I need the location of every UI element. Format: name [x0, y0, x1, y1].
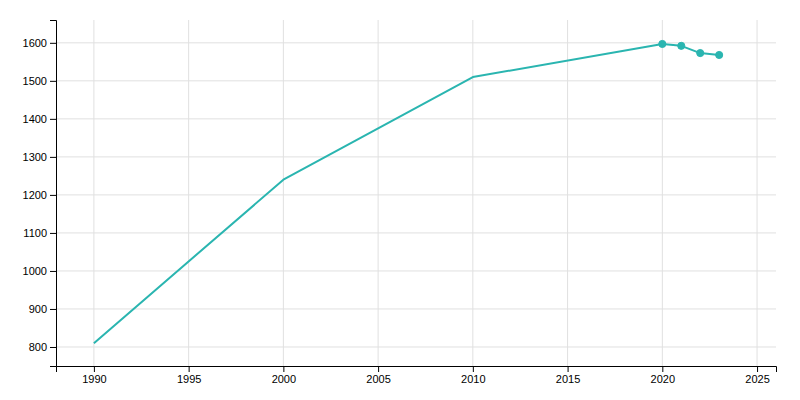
tick: 2005	[366, 366, 390, 385]
marker	[716, 51, 723, 58]
tick-mark	[50, 43, 56, 44]
tick-label: 2010	[461, 373, 485, 385]
tick-label: 1300	[23, 151, 47, 163]
axis-line	[50, 21, 57, 367]
tick: 900	[29, 303, 56, 315]
tick-mark	[50, 233, 56, 234]
plot: 1990 1995 2000 2005 2010 2015 2020 2025 800 900 10…	[23, 20, 777, 385]
tick-label: 2020	[651, 373, 675, 385]
tick-mark	[662, 366, 663, 372]
tick-mark	[568, 366, 569, 372]
grid-line	[56, 80, 776, 81]
tick-mark	[283, 366, 284, 372]
tick-mark	[50, 195, 56, 196]
tick: 1600	[23, 37, 56, 49]
grid-line	[56, 194, 776, 195]
tick-mark	[378, 366, 379, 372]
tick-mark	[50, 81, 56, 82]
tick-mark	[189, 366, 190, 372]
grid-line	[56, 308, 776, 309]
tick-label: 900	[29, 303, 47, 315]
grid-line	[567, 20, 568, 366]
tick-label: 1200	[23, 189, 47, 201]
grid-line	[757, 20, 758, 366]
tick: 2010	[461, 366, 485, 385]
line	[94, 44, 719, 343]
tick: 2020	[651, 366, 675, 385]
tick-mark	[50, 157, 56, 158]
tick: 1100	[23, 227, 56, 239]
tick-label: 1990	[82, 373, 106, 385]
tick-label: 1100	[23, 227, 47, 239]
tick: 2025	[745, 366, 769, 385]
grid-line	[56, 232, 776, 233]
tick-mark	[94, 366, 95, 372]
tick: 1300	[23, 151, 56, 163]
grid-line	[378, 20, 379, 366]
tick-mark	[757, 366, 758, 372]
x-axis: 1990 1995 2000 2005 2010 2015 2020 2025	[57, 366, 777, 385]
tick: 1000	[23, 265, 56, 277]
tick-mark	[473, 366, 474, 372]
chart: 1990 1995 2000 2005 2010 2015 2020 2025 800 900 10…	[0, 0, 800, 400]
grid-line	[56, 270, 776, 271]
marks	[94, 40, 723, 343]
tick: 800	[29, 341, 56, 353]
tick-mark	[50, 119, 56, 120]
grid-line	[93, 20, 94, 366]
tick-label: 2025	[745, 373, 769, 385]
tick-label: 1600	[23, 37, 47, 49]
tick-label: 800	[29, 341, 47, 353]
grid-line	[56, 156, 776, 157]
tick: 2015	[556, 366, 580, 385]
tick-mark	[50, 309, 56, 310]
marker	[678, 42, 685, 49]
tick-label: 1500	[23, 75, 47, 87]
marker	[697, 50, 704, 57]
tick-label: 1000	[23, 265, 47, 277]
grid-line	[56, 118, 776, 119]
grid-line	[56, 42, 776, 43]
tick: 1990	[82, 366, 106, 385]
tick: 1200	[23, 189, 56, 201]
grid	[56, 20, 776, 366]
tick-label: 1400	[23, 113, 47, 125]
tick: 1995	[177, 366, 201, 385]
axis-line	[57, 367, 777, 373]
tick-label: 1995	[177, 373, 201, 385]
tick-mark	[50, 271, 56, 272]
grid-line	[283, 20, 284, 366]
tick-label: 2015	[556, 373, 580, 385]
tick-label: 2005	[366, 373, 390, 385]
y-axis: 800 900 1000 1100 1200 1300 1400 1500 1600	[23, 21, 57, 367]
grid-line	[472, 20, 473, 366]
grid-line	[188, 20, 189, 366]
tick-mark	[50, 347, 56, 348]
marker	[659, 40, 666, 47]
tick: 1400	[23, 113, 56, 125]
tick: 2000	[272, 366, 296, 385]
grid-line	[662, 20, 663, 366]
grid-line	[56, 346, 776, 347]
tick: 1500	[23, 75, 56, 87]
tick-label: 2000	[272, 373, 296, 385]
